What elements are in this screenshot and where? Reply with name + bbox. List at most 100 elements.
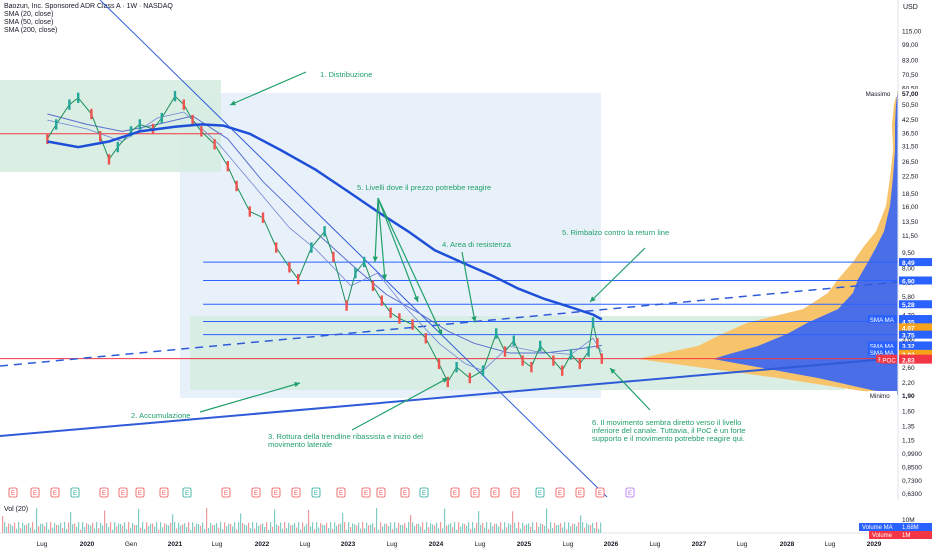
volume-bar [534,529,536,533]
candle [68,99,71,110]
x-tick-label: Lug [737,541,748,548]
volume-bar [262,523,264,533]
volume-bar [342,512,344,533]
volume-bar [332,528,334,533]
earnings-marker [510,487,520,498]
volume-bar [204,528,206,533]
price-label: 1,90 [902,393,915,400]
candle [191,114,194,126]
side-tag: SMA MA [870,350,895,357]
volume-bar [564,522,566,533]
volume-tick: 10M [902,517,915,524]
volume-bar [58,525,60,533]
channel-return-line [0,281,899,367]
earnings-marker-label: E [558,491,562,497]
earnings-marker-label: E [11,491,15,497]
volume-bar [210,522,212,533]
channel-lower-line [0,357,899,437]
volume-bar [214,524,216,533]
x-tick-label: 2029 [867,541,882,548]
volume-bar [72,524,74,533]
annotation-arrow [199,382,301,413]
x-tick-label: 2026 [604,541,619,548]
volume-bar [40,523,42,533]
volume-bar [230,523,232,533]
sma20-legend[interactable]: SMA (20, close) [4,11,54,18]
volume-bar [384,523,386,533]
side-tag: POC [882,358,896,365]
volume-bar [470,528,472,533]
volume-bar [490,522,492,533]
volume-bar [276,524,278,533]
annotation-text: 1. Distribuzione [320,70,372,79]
candle [332,251,335,263]
volume-bar [270,522,272,533]
volume-bar [458,522,460,533]
earnings-marker-label: E [224,491,228,497]
candle [235,180,238,192]
volume-bar [84,527,86,533]
volume-bar [522,522,524,533]
currency-label[interactable]: USD [903,4,918,11]
price-label: 6,90 [902,278,915,285]
earnings-marker-label: E [403,491,407,497]
volume-bar [448,524,450,533]
volume-bar [222,529,224,533]
volume-bar [326,522,328,533]
side-tag-box [867,347,897,356]
candle [345,300,348,311]
volume-bar [78,522,80,533]
volume-bar [444,508,446,533]
volume-bar [462,523,464,533]
volume-bar [336,525,338,533]
volume-bar [506,527,508,533]
price-label: 5,28 [902,302,915,309]
annotation-arrowhead [437,329,443,335]
earnings-marker-label: E [538,491,542,497]
volume-bar [238,522,240,533]
candle [116,141,119,153]
side-tag-box [880,355,897,364]
earnings-marker-label: E [185,491,189,497]
annotation-text: 6. Il movimento sembra diretto verso il … [592,418,741,427]
earnings-marker-label: E [294,491,298,497]
volume-bar [274,509,276,533]
volume-bar [520,528,522,533]
earnings-marker [361,487,371,498]
candle [437,358,441,369]
volume-bar [300,529,302,533]
volume-bar [484,527,486,533]
candle [380,295,383,306]
volume-bar [124,522,126,533]
side-tag: Massimo [866,91,891,98]
volume-bar [546,508,548,533]
volume-bar [428,527,430,533]
volume-bar [518,522,520,533]
earnings-marker [50,487,60,498]
volume-bar [24,525,26,533]
x-tick-label: 2025 [517,541,532,548]
volume-bar [524,525,526,533]
volume-bar [434,525,436,533]
price-label-box [899,89,932,97]
side-tag: SMA MA [870,317,895,324]
earnings-marker-label: E [53,491,57,497]
candle [323,226,326,237]
volume-bar [28,523,30,533]
annotation-arrowhead [413,296,419,302]
volume-bar [438,528,440,533]
y-tick-label: 31,50 [902,144,919,151]
volume-ma-value: 1,68M [902,525,919,531]
volume-bar [400,524,402,533]
volume-bar [82,522,84,533]
candle [138,119,141,130]
volume-bar [190,529,192,533]
sma50-legend[interactable]: SMA (50, close) [4,19,54,26]
volume-bar [160,522,162,533]
x-tick-label: Lug [387,541,398,548]
price-label-box [899,258,932,267]
volume-bar [414,526,416,533]
sma200-legend[interactable]: SMA (200, close) [4,27,58,34]
x-tick-label: 2028 [780,541,795,548]
